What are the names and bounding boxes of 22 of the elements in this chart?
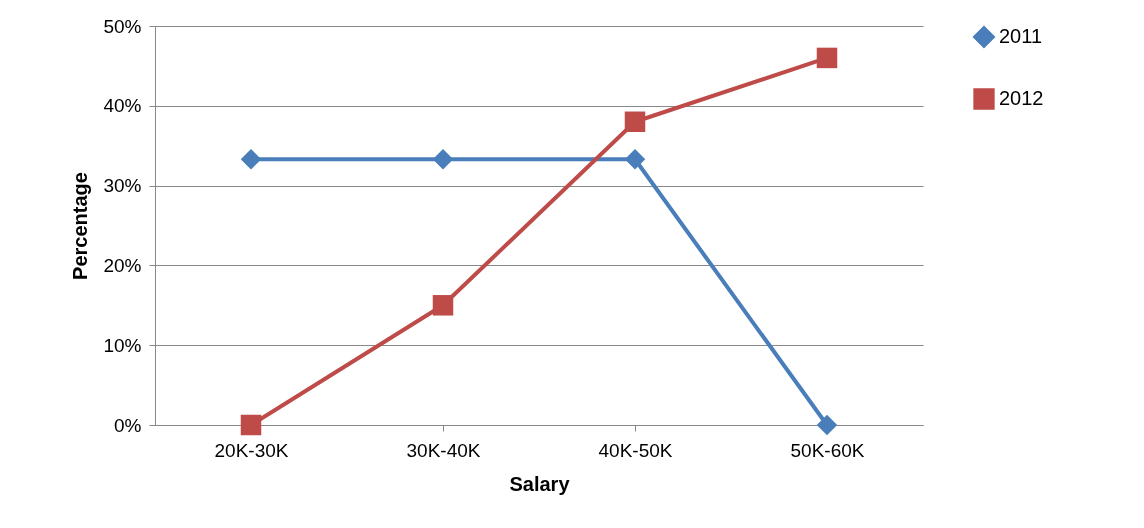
point (624, 111, 646, 133)
y-tick-label: 20% (103, 254, 142, 276)
x-tick-label: 40K-50K (598, 439, 673, 461)
point (624, 149, 646, 170)
x-tick-label: 20K-30K (214, 439, 289, 461)
point (240, 149, 262, 170)
x-tick-label: 30K-40K (406, 439, 481, 461)
legend-label: 2011 (999, 25, 1043, 47)
point (816, 414, 838, 436)
x-axis-title: Salary (509, 472, 571, 495)
y-tick-label: 40% (103, 95, 142, 117)
x-tick-label: 50K-60K (790, 439, 865, 461)
y-tick-label: 30% (103, 175, 142, 197)
point (816, 47, 838, 69)
y-axis-title: Percentage (69, 172, 92, 280)
y-tick-label: 50% (103, 15, 142, 37)
legend-label: 2012 (999, 87, 1044, 109)
y-tick-label: 10% (103, 334, 142, 356)
point (240, 414, 262, 436)
y-tick-label: 0% (114, 414, 142, 436)
point (432, 149, 454, 170)
point (432, 295, 454, 316)
